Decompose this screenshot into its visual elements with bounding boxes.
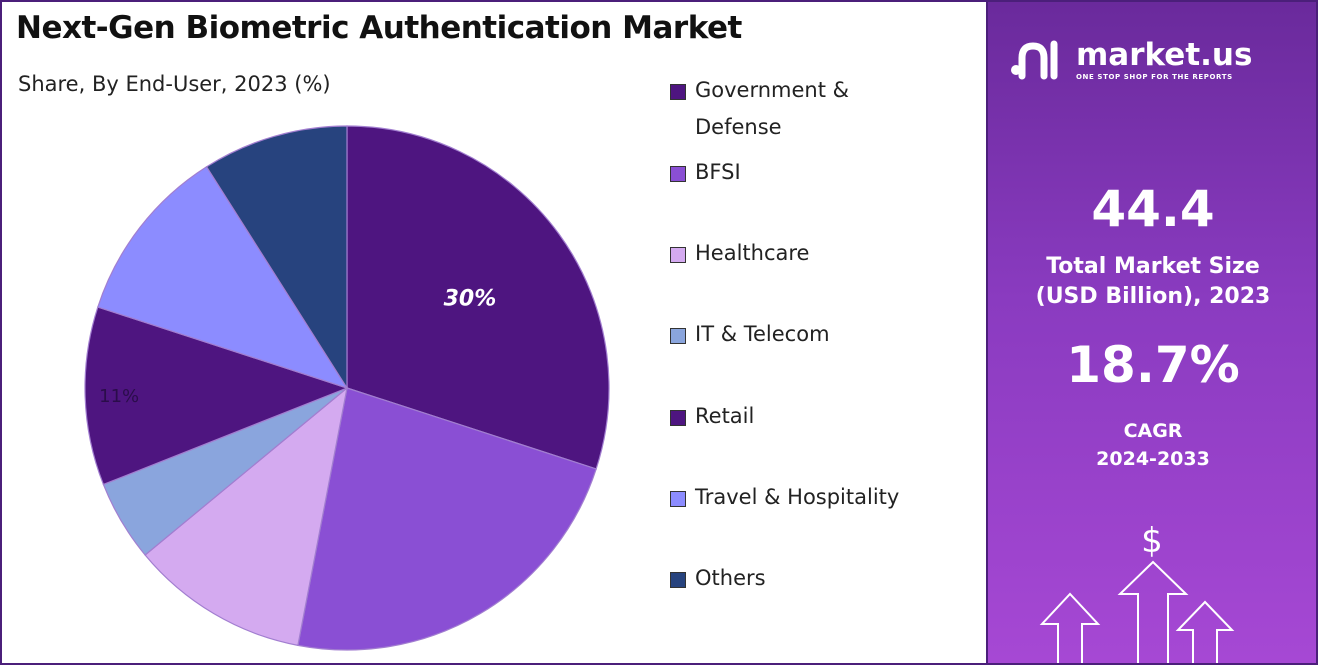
- legend-swatch: [670, 328, 686, 344]
- legend-swatch: [670, 166, 686, 182]
- legend-swatch: [670, 572, 686, 588]
- legend-swatch: [670, 247, 686, 263]
- pie-slice-government-defense: [346, 125, 610, 470]
- chart-title: Next-Gen Biometric Authentication Market: [16, 10, 742, 46]
- market-size-label: Total Market Size: [1046, 254, 1260, 279]
- legend-item-government-defense: Government & Defense: [670, 78, 895, 146]
- brand-logo: market.us ONE STOP SHOP FOR THE REPORTS: [1008, 36, 1252, 84]
- legend-item-healthcare: Healthcare: [670, 241, 965, 272]
- pie-slice-healthcare: [144, 386, 348, 647]
- legend-swatch: [670, 84, 686, 100]
- legend-item-travel-hospitality: Travel & Hospitality: [670, 485, 965, 516]
- market-size-value: 44.4: [1091, 180, 1215, 238]
- legend-item-others: Others: [670, 566, 965, 597]
- pie-slice-bfsi: [297, 387, 597, 651]
- brand-tagline: ONE STOP SHOP FOR THE REPORTS: [1076, 73, 1233, 81]
- legend-label: Healthcare: [695, 241, 810, 265]
- legend-label: Retail: [695, 404, 755, 428]
- legend-swatch: [670, 491, 686, 507]
- legend-label: Travel & Hospitality: [695, 485, 900, 509]
- legend-label: IT & Telecom: [695, 322, 830, 346]
- legend-label: Others: [695, 566, 766, 590]
- cagr-value: 18.7%: [1066, 336, 1240, 394]
- cagr-period-label: 2024-2033: [1096, 448, 1210, 470]
- cagr-label: CAGR: [1123, 420, 1183, 442]
- legend-label: BFSI: [695, 160, 741, 184]
- market-us-logo-icon: [1011, 40, 1058, 80]
- pie-slice-others: [205, 125, 348, 391]
- data-label-government-defense: 30%: [444, 287, 497, 312]
- pie-slice-retail: [84, 306, 349, 486]
- legend-item-bfsi: BFSI: [670, 160, 965, 191]
- legend-item-retail: Retail: [670, 404, 965, 435]
- legend-label: Government & Defense: [695, 78, 850, 139]
- brand-name: market.us: [1076, 37, 1253, 73]
- chart-panel: Next-Gen Biometric Authentication Market…: [0, 0, 988, 665]
- legend-swatch: [670, 410, 686, 426]
- chart-subtitle: Share, By End-User, 2023 (%): [18, 72, 331, 96]
- pie-slice-travel-hospitality: [97, 165, 349, 390]
- pie-chart: 30% 11%: [84, 125, 610, 651]
- summary-panel: market.us ONE STOP SHOP FOR THE REPORTS …: [988, 0, 1318, 665]
- market-size-year-label: (USD Billion), 2023: [1035, 284, 1271, 309]
- data-label-retail: 11%: [99, 386, 139, 407]
- growth-arrows-icon: $: [1039, 521, 1235, 663]
- legend-item-it-telecom: IT & Telecom: [670, 322, 965, 353]
- dollar-icon: $: [1141, 521, 1163, 561]
